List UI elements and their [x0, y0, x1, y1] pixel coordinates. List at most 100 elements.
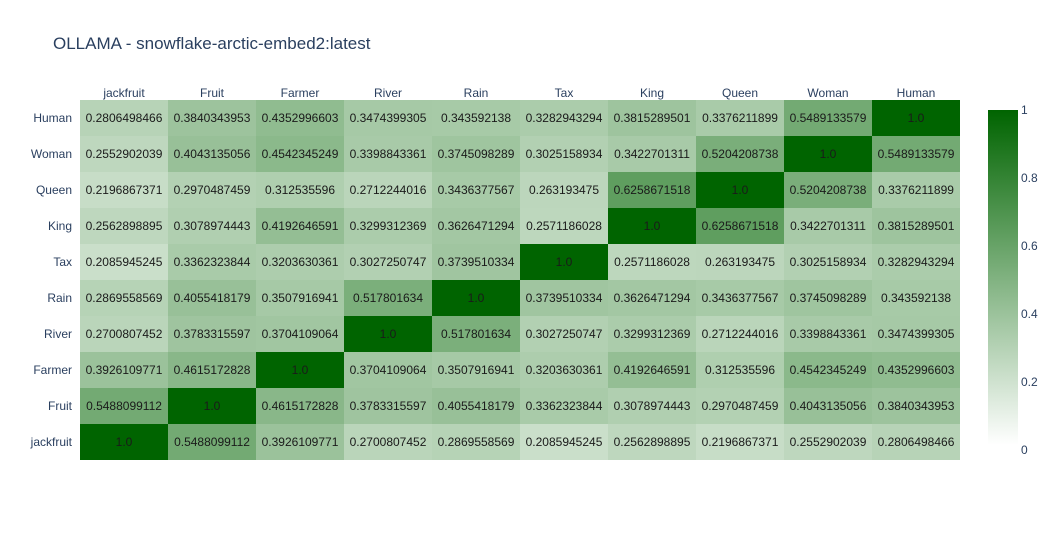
heatmap-cell[interactable]: [520, 388, 608, 424]
heatmap-cell[interactable]: [520, 136, 608, 172]
heatmap-cell[interactable]: [80, 100, 168, 136]
heatmap-cell[interactable]: [168, 208, 256, 244]
heatmap-cell[interactable]: [696, 208, 784, 244]
heatmap-cell[interactable]: [344, 172, 432, 208]
heatmap-cell[interactable]: [256, 388, 344, 424]
heatmap-cell[interactable]: [168, 280, 256, 316]
heatmap-cell[interactable]: [608, 424, 696, 460]
heatmap-cell[interactable]: [608, 208, 696, 244]
heatmap-cell[interactable]: [80, 244, 168, 280]
heatmap-cell[interactable]: [432, 172, 520, 208]
heatmap-cell[interactable]: [608, 100, 696, 136]
heatmap-cell[interactable]: [872, 136, 960, 172]
heatmap-cell[interactable]: [608, 136, 696, 172]
heatmap-cell[interactable]: [696, 244, 784, 280]
heatmap-cell[interactable]: [872, 352, 960, 388]
heatmap-cell[interactable]: [784, 208, 872, 244]
heatmap-cell[interactable]: [520, 424, 608, 460]
heatmap-cell[interactable]: [784, 352, 872, 388]
heatmap-cell[interactable]: [344, 280, 432, 316]
heatmap-cell[interactable]: [872, 424, 960, 460]
heatmap-cell[interactable]: [256, 136, 344, 172]
heatmap-cell[interactable]: [432, 136, 520, 172]
heatmap-cell[interactable]: [256, 208, 344, 244]
heatmap-cell[interactable]: [784, 316, 872, 352]
heatmap-cell[interactable]: [872, 244, 960, 280]
heatmap-cell[interactable]: [608, 352, 696, 388]
heatmap-cell[interactable]: [432, 244, 520, 280]
heatmap-cell[interactable]: [256, 100, 344, 136]
heatmap-cell[interactable]: [256, 352, 344, 388]
heatmap-cell[interactable]: [344, 316, 432, 352]
heatmap-cell[interactable]: [344, 388, 432, 424]
heatmap-cell[interactable]: [696, 424, 784, 460]
heatmap-cell[interactable]: [168, 388, 256, 424]
heatmap-cell[interactable]: [344, 424, 432, 460]
heatmap-cell[interactable]: [784, 244, 872, 280]
heatmap-cell[interactable]: [784, 424, 872, 460]
heatmap-cell[interactable]: [256, 316, 344, 352]
heatmap-cell[interactable]: [872, 208, 960, 244]
heatmap-cell[interactable]: [344, 352, 432, 388]
heatmap-cell[interactable]: [432, 280, 520, 316]
heatmap-cell[interactable]: [608, 172, 696, 208]
heatmap-cell[interactable]: [344, 244, 432, 280]
heatmap-cell[interactable]: [608, 388, 696, 424]
heatmap-cell[interactable]: [784, 388, 872, 424]
heatmap-cell[interactable]: [696, 100, 784, 136]
heatmap-cell[interactable]: [432, 424, 520, 460]
heatmap-cell[interactable]: [80, 208, 168, 244]
heatmap-cell[interactable]: [344, 208, 432, 244]
heatmap-cell[interactable]: [168, 424, 256, 460]
heatmap-cell[interactable]: [784, 136, 872, 172]
heatmap-cell[interactable]: [432, 208, 520, 244]
heatmap-cell[interactable]: [432, 316, 520, 352]
heatmap-cell[interactable]: [520, 244, 608, 280]
heatmap-cell[interactable]: [608, 316, 696, 352]
heatmap-cell[interactable]: [784, 280, 872, 316]
heatmap-cell[interactable]: [872, 280, 960, 316]
heatmap-cell[interactable]: [432, 352, 520, 388]
heatmap-cell[interactable]: [696, 280, 784, 316]
heatmap-cell[interactable]: [872, 100, 960, 136]
heatmap-cell[interactable]: [344, 136, 432, 172]
heatmap-cell[interactable]: [520, 208, 608, 244]
heatmap-cell[interactable]: [80, 424, 168, 460]
heatmap-cell[interactable]: [784, 100, 872, 136]
heatmap-cell[interactable]: [520, 100, 608, 136]
heatmap-cell[interactable]: [520, 316, 608, 352]
heatmap-cell[interactable]: [168, 352, 256, 388]
heatmap-cell[interactable]: [256, 424, 344, 460]
heatmap-cell[interactable]: [256, 280, 344, 316]
heatmap-cell[interactable]: [256, 244, 344, 280]
heatmap-cell[interactable]: [696, 172, 784, 208]
heatmap-cell[interactable]: [168, 136, 256, 172]
heatmap-cell[interactable]: [80, 136, 168, 172]
heatmap-cell[interactable]: [168, 316, 256, 352]
heatmap-cell[interactable]: [432, 388, 520, 424]
heatmap-cell[interactable]: [696, 352, 784, 388]
heatmap-cell[interactable]: [80, 316, 168, 352]
heatmap-cell[interactable]: [168, 172, 256, 208]
heatmap-cell[interactable]: [872, 172, 960, 208]
heatmap-cell[interactable]: [520, 172, 608, 208]
heatmap-cell[interactable]: [256, 172, 344, 208]
heatmap-cell[interactable]: [520, 280, 608, 316]
heatmap-cell[interactable]: [80, 352, 168, 388]
heatmap-cell[interactable]: [168, 244, 256, 280]
heatmap-cell[interactable]: [696, 316, 784, 352]
heatmap-cell[interactable]: [872, 316, 960, 352]
heatmap-cell[interactable]: [608, 280, 696, 316]
heatmap-cell[interactable]: [80, 280, 168, 316]
heatmap-cell[interactable]: [696, 388, 784, 424]
heatmap-cell[interactable]: [784, 172, 872, 208]
heatmap-cell[interactable]: [80, 172, 168, 208]
heatmap-cell[interactable]: [520, 352, 608, 388]
heatmap-cell[interactable]: [696, 136, 784, 172]
heatmap-cell[interactable]: [608, 244, 696, 280]
heatmap-cell[interactable]: [872, 388, 960, 424]
heatmap-cell[interactable]: [344, 100, 432, 136]
heatmap-cell[interactable]: [432, 100, 520, 136]
heatmap-cell[interactable]: [80, 388, 168, 424]
